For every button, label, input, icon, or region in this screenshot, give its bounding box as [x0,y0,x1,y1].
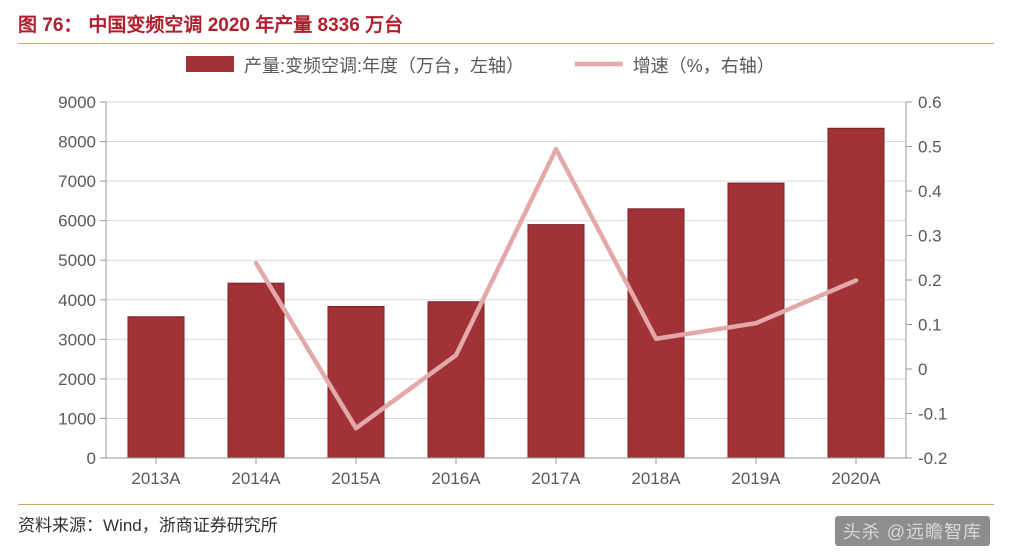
bar [228,283,284,458]
chart-area: 0 1000 2000 3000 4000 5000 6000 7000 8000 9000 -0.… [18,44,994,504]
bar [628,209,684,458]
svg-text:-0.1: -0.1 [918,405,947,424]
figure-title-row: 图 76： 中国变频空调 2020 年产量 8336 万台 [18,6,994,44]
svg-text:-0.2: -0.2 [918,449,947,468]
figure-label: 图 76： [18,10,82,37]
svg-text:0.4: 0.4 [918,182,942,201]
svg-text:0.3: 0.3 [918,227,942,246]
svg-text:0.6: 0.6 [918,93,942,112]
bar [728,183,784,458]
legend-bar-swatch [186,56,234,72]
svg-text:2000: 2000 [58,370,96,389]
svg-text:3000: 3000 [58,330,96,349]
svg-text:2014A: 2014A [231,469,281,488]
svg-text:2019A: 2019A [731,469,781,488]
svg-text:0.5: 0.5 [918,138,942,157]
svg-text:2020A: 2020A [831,469,881,488]
bar [428,302,484,458]
bar [828,128,884,458]
figure-title: 中国变频空调 2020 年产量 8336 万台 [88,10,403,37]
bar [528,225,584,458]
svg-text:0.2: 0.2 [918,271,942,290]
svg-text:9000: 9000 [58,93,96,112]
svg-text:2017A: 2017A [531,469,581,488]
watermark: 头杀 @远瞻智库 [835,516,990,546]
svg-text:1000: 1000 [58,409,96,428]
svg-text:2016A: 2016A [431,469,481,488]
bar [128,317,184,458]
bar [328,307,384,458]
svg-text:4000: 4000 [58,291,96,310]
svg-text:2013A: 2013A [131,469,181,488]
svg-text:0: 0 [918,360,927,379]
svg-text:8000: 8000 [58,133,96,152]
svg-text:2015A: 2015A [331,469,381,488]
legend-line-label: 增速（%，右轴） [633,56,775,76]
svg-text:2018A: 2018A [631,469,681,488]
svg-text:0: 0 [87,449,96,468]
svg-text:0.1: 0.1 [918,316,942,335]
legend-bar-label: 产量:变频空调:年度（万台，左轴） [244,56,524,76]
chart-svg: 0 1000 2000 3000 4000 5000 6000 7000 8000 9000 -0.… [18,44,994,504]
svg-text:7000: 7000 [58,172,96,191]
svg-text:5000: 5000 [58,251,96,270]
svg-text:6000: 6000 [58,212,96,231]
